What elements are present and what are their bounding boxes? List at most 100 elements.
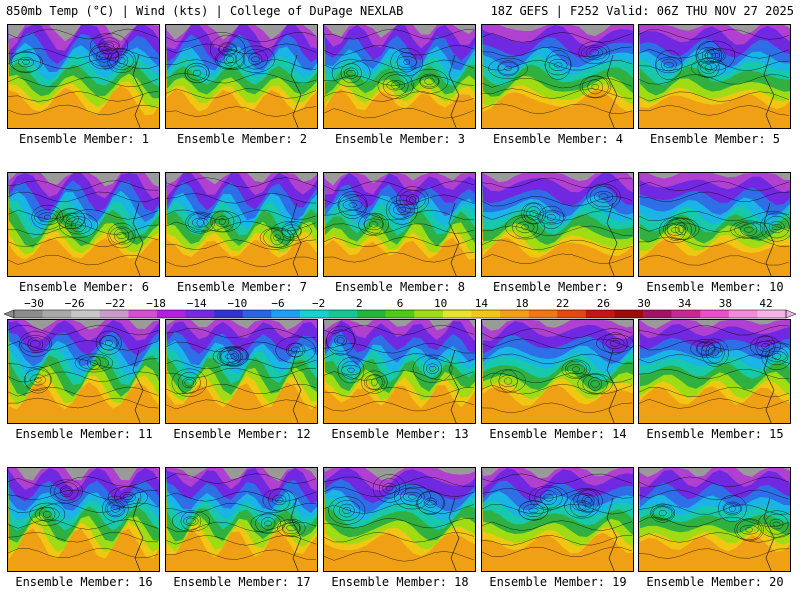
- temperature-colorbar: −30 −26 −22 −18 −14 −10 −6 −2 2 6 10 14 18 22 26 30 34 38…: [3, 297, 797, 319]
- temperature-field: [324, 320, 475, 423]
- colorbar-tick-label: −6: [271, 297, 284, 310]
- ensemble-member-map: [165, 24, 318, 129]
- ensemble-member-map: [481, 319, 634, 424]
- colorbar-swatch: [414, 310, 444, 318]
- member-label: Ensemble Member: 3: [334, 132, 466, 146]
- member-label: Ensemble Member: 1: [18, 132, 150, 146]
- ensemble-member-map: [323, 319, 476, 424]
- member-label: Ensemble Member: 18: [331, 575, 469, 589]
- temperature-field: [8, 320, 159, 423]
- colorbar-swatch: [128, 310, 158, 318]
- temperature-field: [482, 468, 633, 571]
- member-label: Ensemble Member: 20: [646, 575, 784, 589]
- colorbar-swatch: [99, 310, 129, 318]
- colorbar-swatch: [242, 310, 272, 318]
- map-title: 850mb Temp (°C) | Wind (kts) | College o…: [6, 4, 404, 18]
- temperature-field: [639, 25, 790, 128]
- temperature-field: [8, 173, 159, 276]
- member-label: Ensemble Member: 8: [334, 280, 466, 294]
- colorbar-swatch: [214, 310, 244, 318]
- member-label: Ensemble Member: 17: [173, 575, 311, 589]
- temperature-field: [324, 468, 475, 571]
- colorbar-swatch: [728, 310, 758, 318]
- colorbar-swatch: [14, 310, 43, 318]
- colorbar-tick-label: 30: [637, 297, 650, 310]
- colorbar-swatch: [385, 310, 415, 318]
- colorbar-swatch: [471, 310, 501, 318]
- member-label: Ensemble Member: 7: [176, 280, 308, 294]
- ensemble-member-map: [165, 319, 318, 424]
- temperature-field: [166, 320, 317, 423]
- colorbar-tick-label: 26: [597, 297, 610, 310]
- colorbar-tick-label: 14: [475, 297, 489, 310]
- temperature-field: [166, 173, 317, 276]
- member-label: Ensemble Member: 10: [646, 280, 784, 294]
- ensemble-member-map: [165, 467, 318, 572]
- member-label: Ensemble Member: 14: [489, 427, 627, 441]
- member-label: Ensemble Member: 4: [492, 132, 624, 146]
- member-label: Ensemble Member: 16: [15, 575, 153, 589]
- colorbar-swatch: [757, 310, 787, 318]
- ensemble-member-map: [7, 467, 160, 572]
- ensemble-member-map: [7, 172, 160, 277]
- temperature-field: [639, 468, 790, 571]
- colorbar-swatch: [585, 310, 615, 318]
- colorbar-tick-label: 2: [356, 297, 363, 310]
- colorbar-swatch: [357, 310, 387, 318]
- colorbar-swatch: [700, 310, 730, 318]
- member-label: Ensemble Member: 13: [331, 427, 469, 441]
- ensemble-member-map: [323, 172, 476, 277]
- temperature-field: [324, 25, 475, 128]
- member-label: Ensemble Member: 19: [489, 575, 627, 589]
- ensemble-member-map: [481, 24, 634, 129]
- ensemble-member-map: [7, 24, 160, 129]
- temperature-field: [324, 173, 475, 276]
- colorbar-swatch: [271, 310, 301, 318]
- colorbar-arrow-low: [3, 309, 15, 319]
- colorbar-tick-label: −10: [227, 297, 247, 310]
- colorbar-swatch: [557, 310, 587, 318]
- ensemble-member-map: [323, 24, 476, 129]
- temperature-field: [8, 25, 159, 128]
- colorbar-swatch: [528, 310, 558, 318]
- ensemble-member-map: [638, 24, 791, 129]
- member-label: Ensemble Member: 9: [492, 280, 624, 294]
- ensemble-member-map: [638, 172, 791, 277]
- ensemble-member-map: [638, 319, 791, 424]
- run-info: 18Z GEFS | F252 Valid: 06Z THU NOV 27 20…: [490, 4, 794, 18]
- temperature-field: [8, 468, 159, 571]
- colorbar-swatch: [442, 310, 472, 318]
- colorbar-tick-label: −14: [187, 297, 207, 310]
- colorbar-swatch: [185, 310, 215, 318]
- colorbar-swatch: [614, 310, 644, 318]
- colorbar-arrow-high: [785, 309, 797, 319]
- colorbar-tick-label: −2: [312, 297, 325, 310]
- colorbar-swatch: [328, 310, 358, 318]
- member-label: Ensemble Member: 2: [176, 132, 308, 146]
- temperature-field: [166, 468, 317, 571]
- colorbar-tick-label: −26: [65, 297, 85, 310]
- temperature-field: [482, 320, 633, 423]
- colorbar-tick-label: 34: [678, 297, 692, 310]
- member-label: Ensemble Member: 11: [15, 427, 153, 441]
- colorbar-swatch: [500, 310, 529, 318]
- colorbar-tick-label: 42: [759, 297, 772, 310]
- colorbar-tick-label: 10: [434, 297, 447, 310]
- colorbar-swatch: [42, 310, 72, 318]
- temperature-field: [482, 25, 633, 128]
- colorbar-tick-label: 6: [397, 297, 404, 310]
- colorbar-tick-label: −30: [24, 297, 44, 310]
- colorbar-tick-label: −18: [146, 297, 166, 310]
- colorbar-swatch: [156, 310, 186, 318]
- ensemble-member-map: [323, 467, 476, 572]
- temperature-field: [639, 320, 790, 423]
- colorbar-tick-label: 22: [556, 297, 569, 310]
- colorbar-swatch: [299, 310, 329, 318]
- member-label: Ensemble Member: 5: [649, 132, 781, 146]
- colorbar-swatch: [671, 310, 701, 318]
- member-label: Ensemble Member: 15: [646, 427, 784, 441]
- colorbar-tick-label: −22: [105, 297, 125, 310]
- temperature-field: [166, 25, 317, 128]
- colorbar-tick-label: 18: [515, 297, 528, 310]
- colorbar-swatch: [643, 310, 672, 318]
